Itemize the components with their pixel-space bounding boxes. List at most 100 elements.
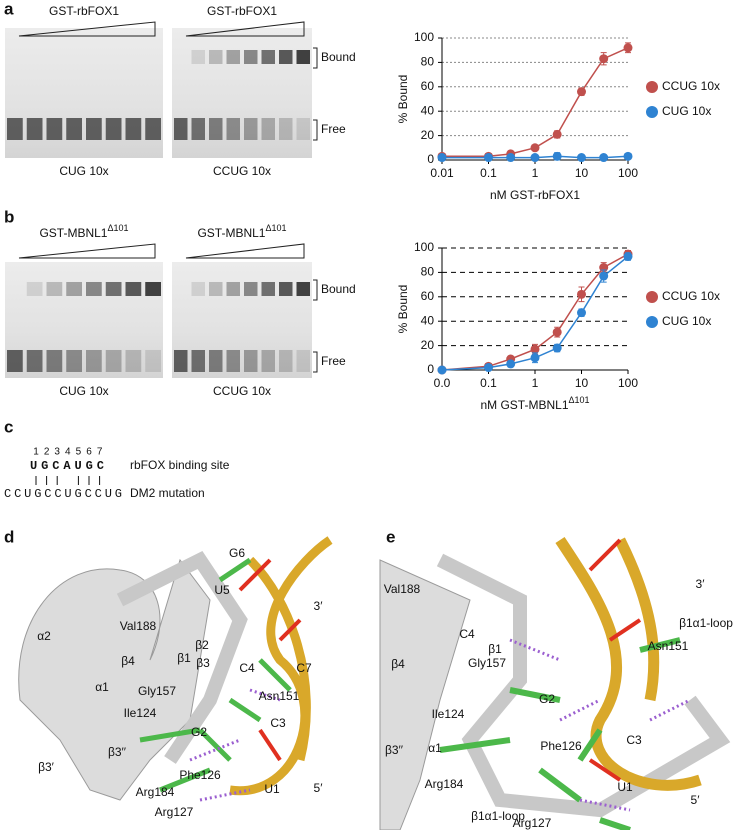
data-point — [552, 327, 562, 337]
band-label: Bound — [321, 282, 356, 296]
x-tick-label: 10 — [575, 166, 589, 180]
free-band — [86, 118, 102, 140]
residue-label: Arg184 — [425, 777, 464, 791]
position-number: 7 — [97, 447, 103, 458]
panel-label: b — [4, 207, 14, 226]
gel-title-main: GST-MBNL1 — [197, 226, 265, 240]
free-band — [66, 118, 82, 140]
free-band — [174, 350, 188, 372]
bound-band — [244, 282, 258, 296]
x-tick-label: 100 — [618, 376, 638, 390]
gel-title: GST-MBNL1Δ101 — [39, 223, 128, 240]
x-axis-label: nM GST-MBNL1Δ101 — [480, 395, 589, 412]
free-band — [46, 118, 63, 140]
residue-label: β1α1-loop — [679, 616, 733, 630]
bound-band — [296, 50, 310, 64]
residue-label: β1α1-loop — [471, 809, 525, 823]
bracket — [313, 279, 318, 301]
panel-label: c — [4, 417, 13, 436]
legend-label: CCUG 10x — [662, 289, 720, 303]
data-point — [623, 151, 633, 161]
residue-label: β1 — [488, 642, 502, 656]
data-point — [577, 308, 586, 318]
gel-title-main: GST-rbFOX1 — [207, 4, 277, 18]
mutation-sequence: CCUGCCUGCCUG — [4, 487, 122, 501]
gel-label: CUG 10x — [59, 384, 108, 398]
residue-label: U5 — [214, 583, 230, 597]
gel-title: GST-rbFOX1 — [207, 4, 277, 18]
residue-label: Val188 — [384, 582, 421, 596]
free-band — [191, 350, 205, 372]
bound-band — [86, 282, 102, 296]
free-band — [279, 118, 293, 140]
data-point — [552, 129, 562, 139]
bound-band — [296, 282, 310, 296]
band-label: Free — [321, 354, 346, 368]
residue-label: Arg127 — [513, 816, 552, 830]
free-band — [279, 350, 293, 372]
residue-label: α1 — [428, 741, 442, 755]
mutation-label: DM2 mutation — [130, 486, 205, 500]
bound-band — [279, 50, 293, 64]
y-tick-label: 0 — [427, 362, 434, 376]
legend-swatch — [646, 106, 658, 118]
residue-label: β4 — [121, 654, 135, 668]
free-band — [261, 118, 275, 140]
data-point — [623, 252, 633, 262]
residue-label: G6 — [229, 546, 245, 560]
bound-band — [145, 282, 161, 296]
free-band — [105, 118, 122, 140]
y-tick-label: 0 — [427, 152, 434, 166]
residue-label: β2 — [195, 638, 209, 652]
residue-label: 5′ — [314, 781, 324, 795]
free-band — [261, 350, 275, 372]
bracket — [313, 47, 318, 69]
bound-band — [209, 282, 223, 296]
position-number: 2 — [44, 447, 50, 458]
position-number: 3 — [54, 447, 60, 458]
residue-label: α1 — [95, 680, 109, 694]
residue-label: G2 — [191, 725, 207, 739]
series-line — [442, 47, 629, 158]
data-point — [484, 363, 493, 373]
bound-band — [244, 50, 258, 64]
y-tick-label: 20 — [421, 338, 435, 352]
data-point — [577, 153, 586, 163]
legend-label: CCUG 10x — [662, 79, 720, 93]
y-tick-label: 60 — [421, 79, 435, 93]
y-tick-label: 80 — [421, 265, 435, 279]
gel-title-main: GST-rbFOX1 — [49, 4, 119, 18]
data-point — [530, 353, 540, 363]
x-tick-label: 1 — [532, 376, 539, 390]
x-axis-label: nM GST-rbFOX1 — [490, 188, 580, 202]
gel-title-sup: Δ101 — [265, 223, 286, 233]
position-number: 6 — [86, 447, 92, 458]
data-point — [599, 153, 609, 163]
free-band — [226, 118, 240, 140]
residue-label: Phe126 — [540, 739, 582, 753]
bound-band — [226, 282, 240, 296]
residue-label: Arg127 — [155, 805, 194, 819]
free-band — [86, 350, 102, 372]
residue-label: C7 — [296, 661, 312, 675]
free-band — [46, 350, 63, 372]
free-band — [26, 118, 43, 140]
x-tick-label: 0.1 — [480, 376, 497, 390]
legend-label: CUG 10x — [662, 104, 711, 118]
free-band — [209, 350, 223, 372]
free-band — [7, 118, 23, 140]
x-tick-label: 10 — [575, 376, 589, 390]
site-label: rbFOX binding site — [130, 458, 230, 472]
data-point — [599, 54, 609, 64]
data-point — [552, 151, 562, 161]
panel-label: e — [386, 527, 395, 546]
y-tick-label: 60 — [421, 289, 435, 303]
y-tick-label: 40 — [421, 103, 435, 117]
data-point — [530, 344, 540, 354]
free-band — [244, 350, 258, 372]
structure-e — [379, 536, 731, 830]
y-tick-label: 80 — [421, 55, 435, 69]
structure-d — [18, 536, 333, 802]
data-point — [530, 153, 540, 163]
